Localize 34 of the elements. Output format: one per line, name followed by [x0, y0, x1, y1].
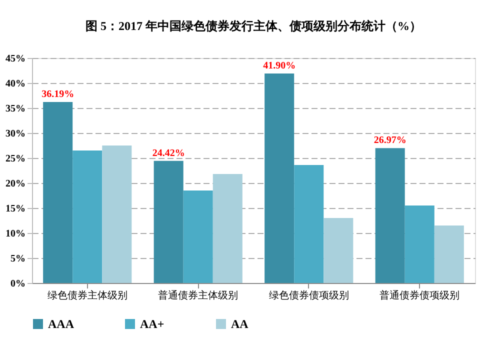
bar: [264, 74, 294, 283]
bar: [154, 160, 184, 283]
y-tick-label: 15%: [6, 204, 26, 214]
x-tick-label: 绿色债券债项级别: [268, 290, 349, 302]
bar: [434, 226, 464, 283]
legend-label: AAA: [48, 317, 74, 331]
y-tick-label: 35%: [6, 104, 26, 114]
data-label: 26.97%: [374, 135, 406, 146]
legend-label: AA: [231, 317, 249, 331]
y-tick-label: 40%: [6, 78, 26, 90]
x-tick-label: 普通债券主体级别: [158, 290, 238, 302]
bar: [404, 206, 434, 283]
chart-title: 图 5：2017 年中国绿色债券发行主体、债项级别分布统计（%）: [86, 19, 422, 33]
bar: [375, 148, 405, 283]
bar: [183, 190, 213, 283]
legend-label: AA+: [140, 317, 164, 331]
data-label: 36.19%: [42, 89, 74, 100]
y-tick-label: 25%: [6, 154, 26, 164]
bar: [212, 174, 242, 283]
x-tick-label: 绿色债券主体级别: [47, 290, 128, 302]
y-tick-label: 0%: [10, 278, 26, 290]
data-label: 24.42%: [152, 148, 185, 159]
bar: [43, 102, 73, 283]
y-tick-label: 5%: [10, 254, 26, 264]
bar: [294, 165, 324, 283]
bar: [324, 218, 354, 283]
y-tick-label: 30%: [6, 128, 26, 140]
y-tick-label: 45%: [6, 54, 26, 64]
y-tick-label: 20%: [6, 178, 26, 190]
bar: [72, 150, 102, 283]
x-tick-label: 普通债券债项级别: [380, 290, 460, 302]
y-tick-label: 10%: [6, 228, 26, 240]
data-label: 41.90%: [263, 60, 296, 72]
bar: [102, 146, 132, 283]
